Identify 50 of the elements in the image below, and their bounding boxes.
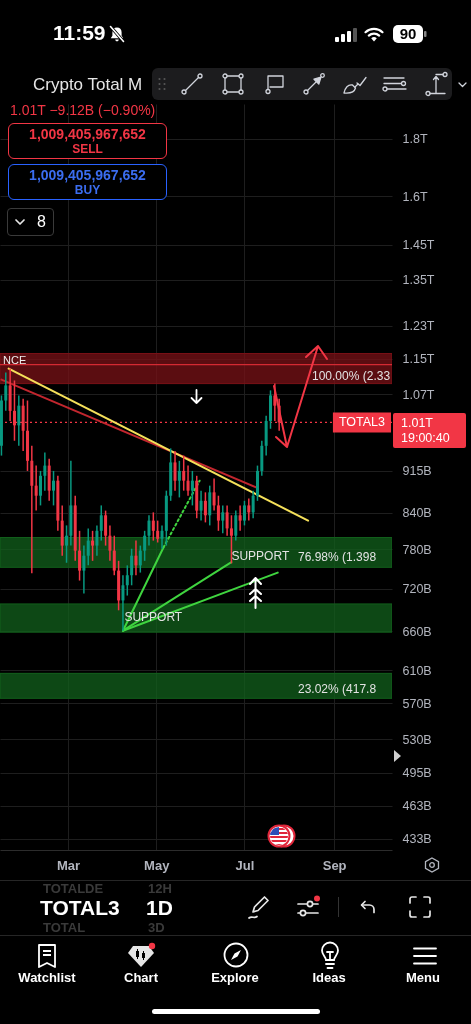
y-tick-label: 530B	[402, 732, 432, 747]
y-tick-label: 1.6T	[402, 189, 428, 204]
y-tick-label: 915B	[402, 464, 432, 479]
annotation: 1,009,405,967,652	[28, 126, 147, 142]
text: Chart	[123, 970, 159, 986]
y-tick-label: 495B	[402, 766, 432, 781]
text: Explore	[210, 970, 260, 986]
text: 11:59	[53, 21, 106, 45]
y-tick-label: 1.15T	[402, 352, 435, 367]
y-tick-label: 1.45T	[402, 238, 435, 253]
y-tick-label: 1.8T	[402, 132, 428, 147]
ref-line-label: TOTAL3	[338, 415, 386, 430]
x-tick-label: May	[144, 857, 171, 873]
text: TOTAL3	[40, 896, 120, 920]
annotation: BUY	[73, 183, 102, 197]
y-tick-label: 1.35T	[402, 273, 435, 288]
y-tick-label: 610B	[402, 663, 432, 678]
buy-button: 1,009,405,967,652 BUY	[8, 164, 167, 200]
annotation: SELL	[71, 142, 104, 156]
chart-subtitle: 1.01T −9.12B (−0.90%)	[10, 102, 156, 118]
y-tick-label: 660B	[402, 624, 432, 639]
text: 3D	[148, 920, 165, 935]
annotation: 1,009,405,967,652	[28, 167, 147, 183]
text: TOTAL	[43, 920, 86, 935]
annotation: 23.02% (417.8	[298, 682, 377, 696]
price-tag: 1.01T 19:00:40	[393, 413, 466, 448]
annotation: 76.98% (1.398	[298, 550, 377, 564]
annotation: 8	[37, 212, 46, 232]
annotation: SUPPORT	[231, 549, 290, 564]
y-tick-label: 570B	[402, 696, 432, 711]
x-tick-label: Jul	[235, 857, 255, 873]
text: Ideas	[311, 970, 347, 986]
x-tick-label: Mar	[56, 857, 81, 873]
chart-title: Crypto Total M	[33, 75, 143, 95]
text: Menu	[405, 970, 441, 986]
sell-button: 1,009,405,967,652 SELL	[8, 123, 167, 159]
band-label: NCE	[3, 353, 27, 366]
y-tick-label: 780B	[402, 542, 432, 557]
text: TOTALDE	[43, 881, 104, 896]
y-tick-label: 433B	[402, 832, 432, 847]
y-tick-label: 1.23T	[402, 319, 435, 334]
text: 12H	[148, 881, 172, 896]
x-tick-label: Sep	[322, 857, 347, 873]
y-tick-label: 720B	[402, 582, 432, 597]
annotation: 100.00% (2.33	[312, 369, 391, 383]
text: 1D	[146, 896, 173, 920]
y-tick-label: 840B	[402, 506, 432, 521]
y-tick-label: 463B	[402, 799, 432, 814]
y-tick-label: 1.07T	[402, 387, 435, 402]
text: Watchlist	[17, 970, 77, 986]
